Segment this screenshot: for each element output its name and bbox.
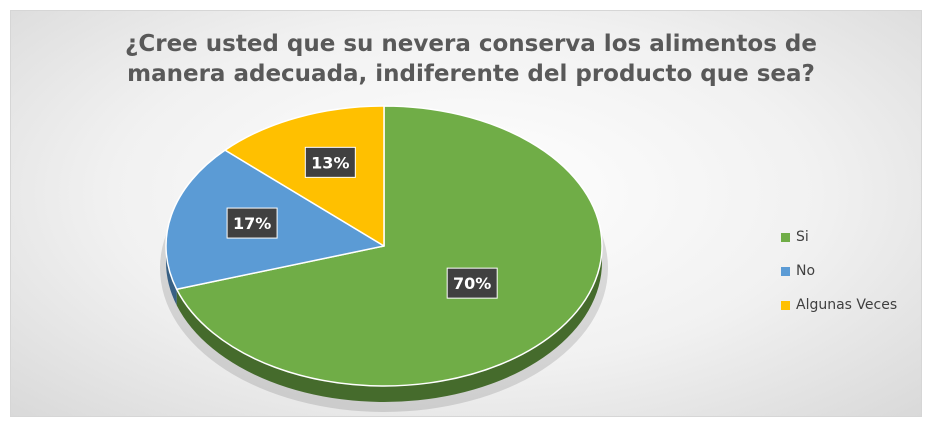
data-label-algunas-veces: 13% [311,153,349,172]
chart-title-line-2: manera adecuada, indiferente del product… [127,61,815,87]
data-label-box-no [226,207,278,239]
legend-swatch-si [781,232,790,242]
pie-slice-si [175,105,603,387]
chart-area: ¿Cree usted que su nevera conserva los a… [10,10,922,417]
pie-side-no [166,246,177,306]
legend: Si No Algunas Veces [781,220,921,322]
legend-item-algunas-veces: Algunas Veces [781,288,921,322]
data-label-si: 70% [453,274,491,293]
chart-title-line-1: ¿Cree usted que su nevera conserva los a… [125,31,817,57]
data-label-box-algunas-veces [304,146,356,178]
legend-label-algunas-veces: Algunas Veces [796,297,898,313]
legend-swatch-algunas-veces [781,300,790,310]
data-label-no: 17% [233,214,271,233]
data-label-box-si [446,267,498,299]
pie-slice-algunas-veces [224,105,385,247]
legend-label-no: No [796,263,816,279]
legend-label-si: Si [796,229,809,245]
legend-swatch-no [781,266,790,276]
legend-item-no: No [781,254,921,288]
legend-item-si: Si [781,220,921,254]
pie-chart: 70% 17% 13% [160,105,608,412]
chart-title: ¿Cree usted que su nevera conserva los a… [71,29,871,89]
